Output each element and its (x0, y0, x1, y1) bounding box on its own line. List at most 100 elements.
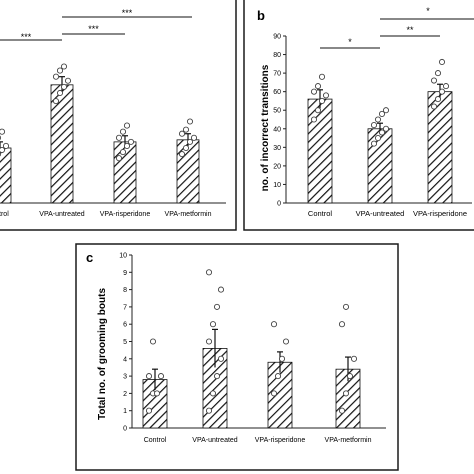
bar (0, 147, 12, 204)
data-point (434, 70, 442, 77)
y-tick-label: 8 (123, 287, 127, 294)
significance-label: * (426, 6, 430, 16)
data-point (318, 97, 326, 104)
data-point (382, 107, 390, 114)
x-tick-label: VPA-risperidone (100, 211, 151, 218)
data-point (374, 135, 382, 142)
y-tick-label: 90 (273, 34, 281, 41)
y-tick-label: 7 (123, 304, 127, 311)
data-point (350, 355, 358, 362)
data-point (119, 128, 127, 135)
data-point (60, 63, 68, 70)
data-point (434, 96, 442, 103)
data-point (378, 110, 386, 117)
y-tick-label: 0 (277, 201, 281, 208)
y-tick-label: 9 (123, 270, 127, 277)
bar (307, 98, 333, 204)
data-point (370, 140, 378, 147)
y-tick-label: 80 (273, 52, 281, 59)
panel-c-label: c (86, 250, 93, 265)
panel-b-frame (243, 0, 474, 231)
y-tick-label: 40 (273, 126, 281, 133)
x-tick-label: Control (308, 209, 333, 218)
bar (427, 91, 453, 204)
y-tick-label: 5 (123, 339, 127, 346)
data-point (209, 390, 217, 397)
data-point (182, 144, 190, 152)
data-point (205, 407, 213, 414)
data-point (278, 355, 286, 362)
panel-a-plot: ontrol VPA-untreated VPA-risperidone VPA-me… (0, 8, 226, 218)
data-point (205, 338, 213, 345)
data-point (342, 390, 350, 397)
y-tick-label: 6 (123, 322, 127, 329)
data-point (153, 390, 161, 397)
panel-c-plot: 0 1 2 3 4 5 6 7 8 9 10 Control VPA-untreated VPA-risp… (119, 253, 386, 444)
y-tick-label: 70 (273, 71, 281, 78)
y-tick-label: 2 (123, 391, 127, 398)
data-point (149, 338, 157, 345)
x-tick-label: VPA-risperidone (413, 209, 467, 218)
panel-b-y-axis-title: no. of incorrect transitions (260, 64, 271, 191)
data-point (438, 88, 446, 95)
data-point (52, 98, 60, 105)
data-point (64, 77, 72, 84)
data-point (209, 321, 217, 328)
data-point (115, 155, 123, 162)
data-point (119, 149, 127, 156)
data-point (217, 355, 225, 362)
data-point (310, 116, 318, 123)
data-point (310, 88, 318, 95)
data-point (430, 77, 438, 84)
x-tick-label: VPA-untreated (192, 437, 238, 444)
data-point (338, 321, 346, 328)
data-point (186, 138, 194, 145)
significance-label: *** (88, 24, 99, 34)
data-point (0, 135, 2, 141)
data-point (378, 129, 386, 136)
panel-c-frame (75, 243, 399, 471)
data-point (270, 321, 278, 328)
data-point (52, 73, 60, 80)
y-tick-label: 3 (123, 374, 127, 381)
data-point (274, 373, 282, 380)
data-point (382, 125, 390, 132)
data-point (157, 373, 165, 380)
x-tick-label: ontrol (0, 211, 9, 218)
x-tick-label: VPA-untreated (356, 209, 405, 218)
data-point (442, 83, 450, 90)
data-point (318, 73, 326, 80)
panel-b-label: b (257, 8, 265, 23)
data-point (56, 89, 64, 97)
x-tick-label: VPA-risperidone (255, 437, 306, 444)
data-point (370, 122, 378, 129)
y-tick-label: 30 (273, 145, 281, 152)
y-tick-label: 0 (123, 426, 127, 433)
data-point (322, 92, 330, 99)
panel-b-plot: 0 10 20 30 40 50 60 70 80 90 Control VPA-untreated V… (273, 6, 474, 218)
data-point (2, 142, 10, 149)
data-point (123, 122, 131, 129)
y-tick-label: 4 (123, 356, 127, 363)
data-point (0, 151, 2, 157)
x-tick-label: VPA-metformin (325, 437, 372, 444)
data-point (186, 118, 194, 125)
y-tick-label: 1 (123, 408, 127, 415)
y-tick-label: 60 (273, 89, 281, 96)
data-point (205, 269, 213, 276)
data-point (115, 134, 123, 141)
data-point (123, 142, 131, 149)
panel-c-y-axis-title: Total no. of grooming bouts (97, 288, 108, 420)
data-point (145, 407, 153, 414)
data-point (145, 373, 153, 380)
data-point (0, 128, 6, 135)
x-tick-label: Control (144, 437, 167, 444)
data-point (178, 130, 186, 137)
data-point (346, 373, 354, 380)
data-point (190, 134, 198, 141)
data-point (217, 286, 225, 293)
data-point (0, 146, 6, 154)
data-point (213, 303, 221, 310)
data-point (282, 338, 290, 345)
panel-a-frame (0, 0, 237, 231)
